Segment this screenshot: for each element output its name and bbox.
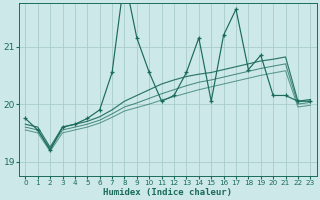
X-axis label: Humidex (Indice chaleur): Humidex (Indice chaleur) [103,188,232,197]
